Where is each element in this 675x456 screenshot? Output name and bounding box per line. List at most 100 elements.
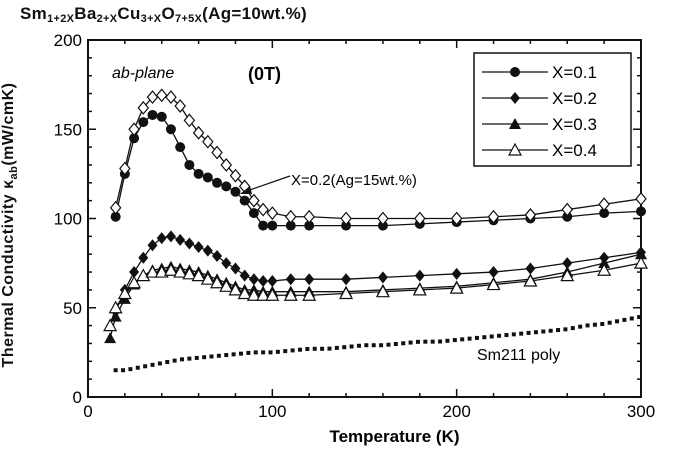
data-point xyxy=(297,347,302,352)
data-point xyxy=(266,206,279,221)
data-point xyxy=(238,351,243,356)
data-point xyxy=(165,360,170,365)
data-point xyxy=(165,90,177,105)
data-point xyxy=(379,343,384,348)
data-point xyxy=(460,337,465,342)
data-point xyxy=(175,233,186,246)
data-point xyxy=(136,268,151,282)
data-point xyxy=(248,208,259,219)
data-point xyxy=(230,262,241,275)
data-point xyxy=(256,288,271,301)
chart-title: Sm1+2XBa2+XCu3+XO7+5X(Ag=10wt.%) xyxy=(20,4,307,25)
data-point xyxy=(377,271,388,284)
data-point xyxy=(187,356,192,361)
data-point xyxy=(340,211,352,226)
data-point xyxy=(202,172,213,183)
data-point xyxy=(548,328,553,333)
data-point xyxy=(239,269,250,282)
data-point xyxy=(267,274,278,287)
data-point xyxy=(423,339,428,344)
data-point xyxy=(137,100,150,115)
data-point xyxy=(415,339,420,344)
data-point xyxy=(562,211,573,222)
data-point xyxy=(570,326,575,331)
data-point xyxy=(212,249,223,262)
data-point xyxy=(525,262,536,275)
data-point xyxy=(184,159,195,170)
data-point xyxy=(110,211,121,222)
data-point xyxy=(560,268,575,282)
data-point xyxy=(113,368,118,373)
data-point xyxy=(489,334,494,339)
data-point xyxy=(364,343,369,348)
data-point xyxy=(150,362,155,367)
data-point xyxy=(304,273,315,286)
data-point xyxy=(377,220,388,231)
data-point xyxy=(221,257,232,270)
data-point xyxy=(182,266,197,280)
arrow-annotation: X=0.2(Ag=15wt.%) xyxy=(291,172,417,189)
data-point xyxy=(526,330,531,335)
data-point xyxy=(597,263,612,276)
data-point xyxy=(320,346,325,351)
data-point xyxy=(342,345,347,350)
title-subscript: 2+X xyxy=(96,13,118,25)
x-axis-label: Temperature (K) xyxy=(329,427,459,446)
series-x-0-1 xyxy=(110,109,646,231)
data-point xyxy=(157,361,162,366)
data-point xyxy=(386,342,391,347)
data-point xyxy=(356,343,361,348)
data-point xyxy=(147,239,158,252)
data-point xyxy=(117,286,132,300)
field-annotation: (0T) xyxy=(248,64,281,84)
data-point xyxy=(248,193,260,208)
poly-annotation: Sm211 poly xyxy=(477,347,560,364)
data-point xyxy=(121,368,126,373)
data-point xyxy=(229,168,242,183)
x-tick-label: 200 xyxy=(442,402,470,421)
data-point xyxy=(193,168,204,179)
title-subscript: 1+2X xyxy=(47,13,75,25)
data-point xyxy=(109,200,122,215)
data-point xyxy=(193,241,204,254)
data-point xyxy=(533,330,538,335)
data-point xyxy=(341,220,352,231)
data-point xyxy=(212,177,223,188)
data-point xyxy=(129,266,140,279)
data-point xyxy=(592,322,597,327)
data-point xyxy=(146,90,159,105)
data-point xyxy=(147,109,158,120)
data-point xyxy=(128,122,140,137)
data-point xyxy=(622,317,627,322)
data-point xyxy=(524,207,537,222)
data-point xyxy=(248,273,259,286)
data-point xyxy=(228,282,243,296)
data-point xyxy=(600,321,605,326)
data-point xyxy=(504,333,509,338)
data-point xyxy=(237,286,252,300)
data-point xyxy=(312,346,317,351)
x-tick-label: 300 xyxy=(627,402,655,421)
data-point xyxy=(285,220,296,231)
series-sm211-poly xyxy=(113,315,642,373)
annotation-arrow-line xyxy=(243,175,291,193)
data-point xyxy=(221,181,232,192)
data-point xyxy=(104,332,117,344)
data-point xyxy=(629,316,634,321)
data-point xyxy=(377,211,389,226)
data-point xyxy=(327,346,332,351)
data-point xyxy=(253,350,258,355)
legend-marker xyxy=(510,92,520,104)
data-point xyxy=(103,318,118,332)
data-point xyxy=(341,273,352,286)
y-tick-label: 0 xyxy=(73,388,82,407)
data-point xyxy=(635,191,647,206)
data-point xyxy=(290,348,295,353)
data-point xyxy=(305,346,310,351)
data-point xyxy=(482,335,487,340)
data-point xyxy=(119,161,131,176)
x-tick-label: 100 xyxy=(258,402,286,421)
data-point xyxy=(635,248,647,260)
data-point xyxy=(408,340,413,345)
data-point xyxy=(165,230,176,243)
